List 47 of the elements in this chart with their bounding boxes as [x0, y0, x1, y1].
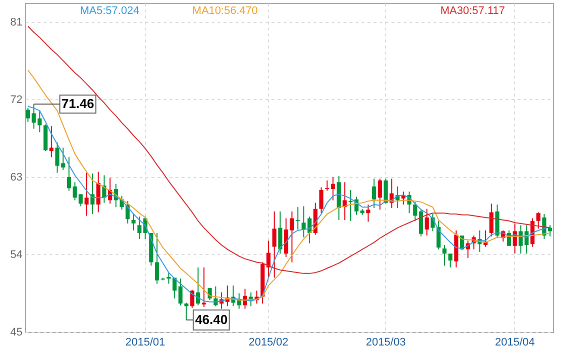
candlestick [102, 174, 106, 204]
candlestick [489, 203, 494, 237]
text: MA5:57.024 [80, 5, 140, 17]
candlestick [184, 302, 188, 320]
x-tick-label: 2015/03 [366, 336, 406, 348]
text: MA30:57.117 [440, 5, 505, 17]
candlestick [378, 178, 382, 210]
y-tick-label: 72 [10, 94, 22, 106]
x-tick-label: 2015/04 [494, 336, 535, 348]
candlestick [202, 266, 206, 308]
candlestick [272, 210, 276, 278]
candlestick [154, 232, 160, 284]
candlestick [413, 201, 418, 222]
candlestick [448, 253, 452, 268]
line-series [27, 26, 551, 274]
y-tick-label: 63 [10, 171, 22, 184]
candlestick [178, 278, 183, 306]
candlestick [290, 210, 294, 263]
candlestick [372, 178, 376, 208]
candlestick [384, 178, 388, 204]
candlestick [536, 212, 540, 230]
candlestick [342, 182, 347, 221]
candlestick [366, 204, 370, 222]
candlestick [296, 206, 300, 230]
annotation: 46.40 [195, 312, 228, 327]
candlestick [278, 210, 282, 254]
candlestick [302, 206, 306, 238]
y-tick-label: 45 [10, 326, 22, 338]
candlestick [49, 126, 54, 158]
y-tick-label: 54 [10, 248, 22, 261]
candlestick [190, 289, 194, 308]
candlestick [84, 172, 89, 216]
candlestick [418, 208, 424, 237]
candlestick [424, 208, 429, 236]
text: MA10:56.470 [192, 5, 258, 17]
annotation: 71.46 [62, 96, 94, 112]
candlestick [442, 244, 447, 266]
candlestick [66, 156, 72, 192]
y-tick-label: 81 [10, 16, 22, 28]
candlestick [319, 186, 324, 214]
x-tick-label: 2015/02 [248, 336, 288, 348]
x-tick-label: 2015/01 [125, 336, 166, 348]
candlestick [348, 189, 353, 222]
candlestick [131, 214, 136, 231]
candlestick [330, 176, 336, 201]
candlestick [325, 180, 330, 192]
candlestick [208, 288, 212, 301]
